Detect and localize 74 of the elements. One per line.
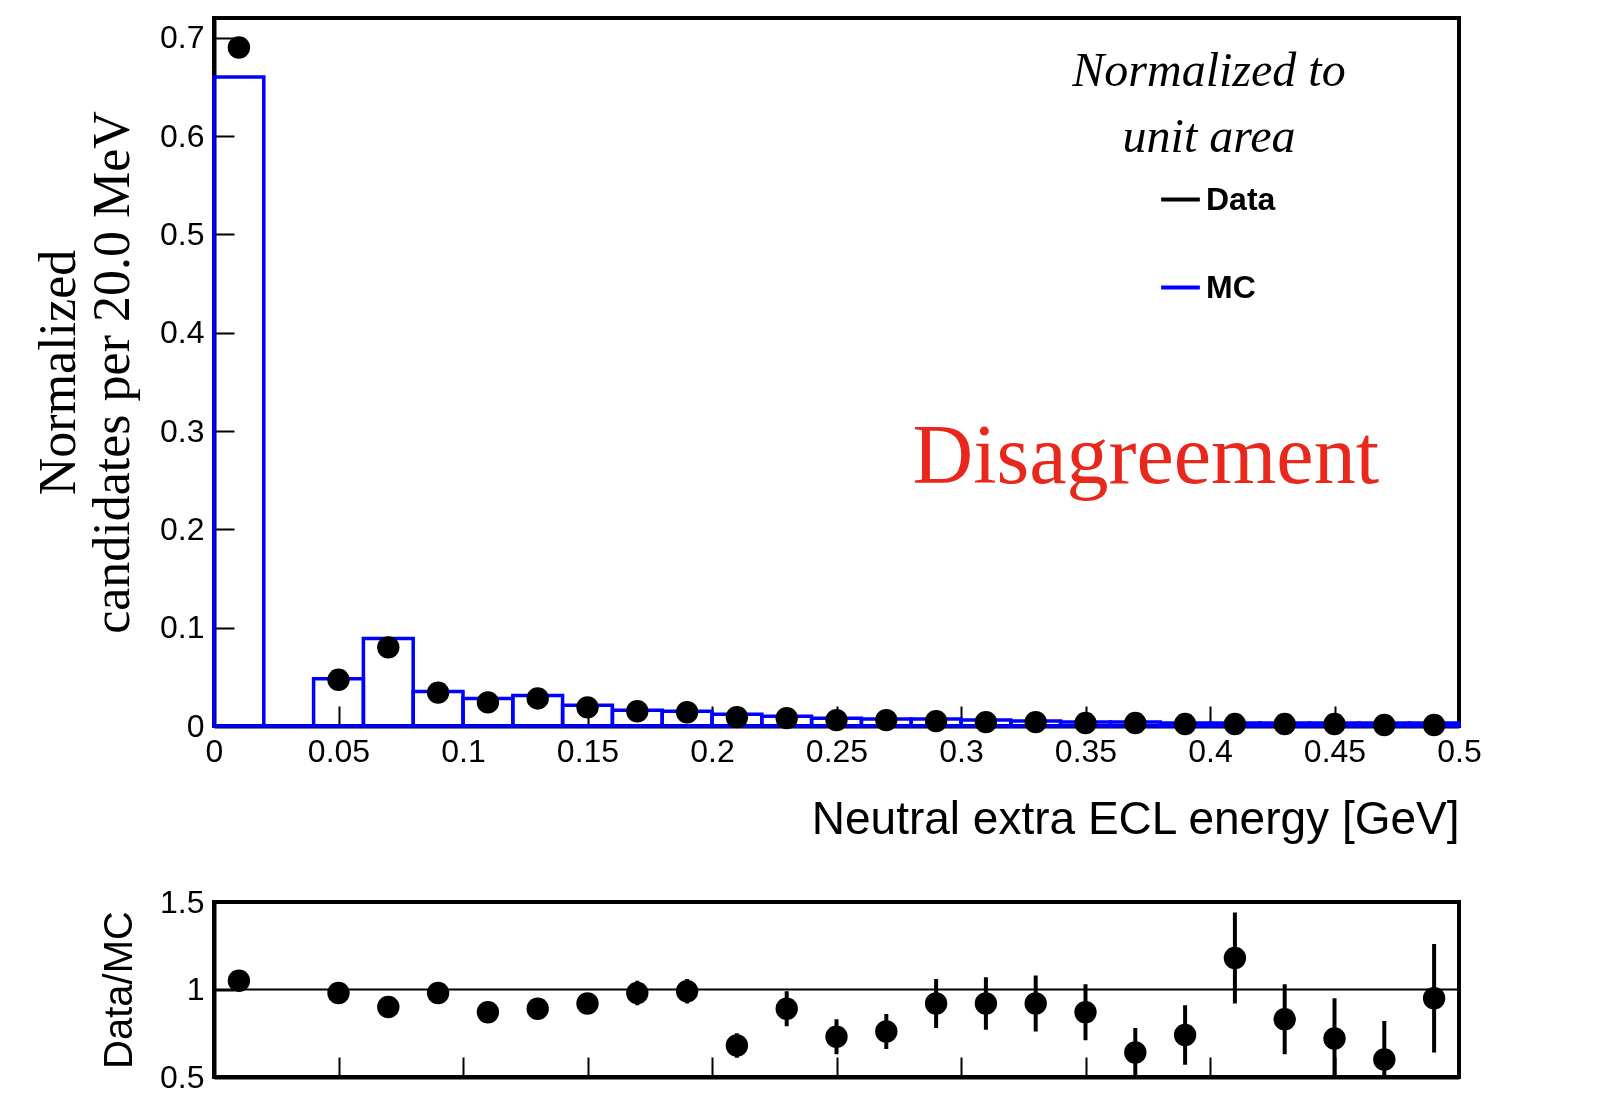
y-tick-label: 1.5 [160,883,205,920]
point [227,36,251,59]
point [526,997,549,1020]
point [875,708,898,732]
point [974,710,998,734]
point [1273,1008,1296,1031]
y-tick-label: 0.4 [160,314,205,351]
point [1422,713,1446,737]
point [775,997,798,1020]
y-axis-title: Normalized candidates per 20.0 MeV [29,111,141,634]
point [675,980,699,1003]
x-tick-label: 0.4 [1188,732,1233,769]
annotation: Normalized to unit area [1071,43,1346,162]
point [327,668,350,691]
x-tick-label: 0.15 [556,732,620,769]
point [924,992,948,1015]
point [1223,712,1247,736]
x-tick-label: 0.45 [1303,732,1367,769]
point [426,981,450,1005]
annotation: Disagreement [912,408,1379,501]
point [1124,711,1147,735]
point [875,1020,898,1043]
legend-label: MC [1206,268,1256,305]
point [626,700,649,723]
point [1024,710,1047,734]
point [576,992,599,1015]
point [1074,1001,1097,1024]
point [377,995,400,1019]
y-tick-label: 0 [186,707,205,744]
point [476,1001,500,1024]
x-tick-label: 0.35 [1054,732,1118,769]
point [377,636,400,659]
point [1173,712,1197,736]
x-tick-label: 0.5 [1437,732,1482,769]
point [825,708,848,732]
point [675,701,699,724]
point [725,1034,749,1057]
point [825,1025,848,1048]
point [1024,992,1047,1015]
x-tick-label: 0.1 [441,732,486,769]
y-tick-label: 0.3 [160,412,205,449]
point [1323,712,1346,736]
point [1273,712,1296,736]
y-tick-label: 1 [186,971,205,1007]
point [1173,1023,1197,1047]
y-tick-label: 0.5 [160,215,205,252]
point [526,687,549,710]
point [775,706,798,730]
point [974,992,998,1015]
point [1074,711,1097,735]
y-tick-label: 0.2 [160,510,205,547]
x-tick-label: 0.2 [690,732,735,769]
y-axis-title: Data/MC [96,911,141,1069]
point [1422,987,1446,1010]
point [1223,946,1247,970]
x-tick-label: 0.05 [307,732,371,769]
point [626,981,649,1005]
point [924,709,948,733]
y-tick-label: 0.5 [160,1058,205,1095]
point [426,681,450,704]
x-axis-title: Neutral extra ECL energy [GeV] [811,791,1460,844]
y-tick-label: 0.6 [160,117,205,154]
x-tick-label: 0.3 [939,732,984,769]
point [1323,1027,1346,1050]
point [227,969,251,992]
legend-label: Data [1206,180,1276,217]
point [1373,1048,1396,1071]
y-tick-label: 0.1 [160,609,205,646]
point [327,981,350,1005]
point [1373,713,1396,737]
point [1124,1041,1147,1064]
x-tick-label: 0.25 [805,732,869,769]
point [725,705,749,729]
y-tick-label: 0.7 [160,19,205,56]
